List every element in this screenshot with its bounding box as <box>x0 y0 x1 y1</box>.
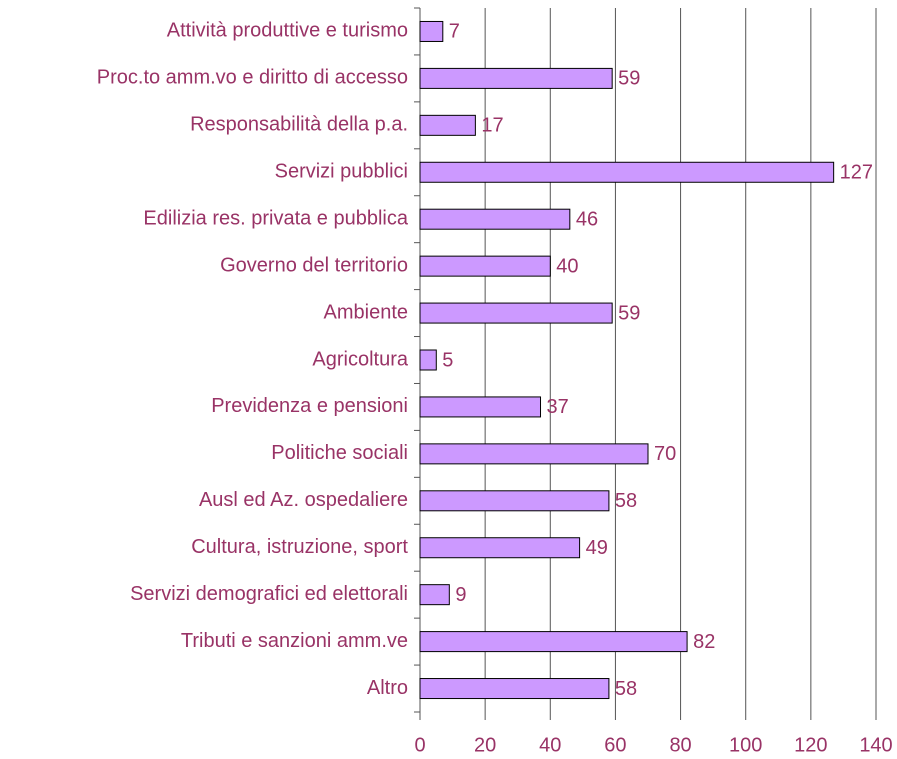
x-tick-label: 60 <box>604 734 626 756</box>
value-label: 58 <box>615 678 637 700</box>
y-tick-label: Attività produttive e turismo <box>167 20 408 42</box>
y-tick-label: Cultura, istruzione, sport <box>191 536 408 558</box>
value-label: 7 <box>449 21 460 43</box>
value-label: 37 <box>547 396 569 418</box>
bar <box>419 584 450 606</box>
x-tick-label: 0 <box>414 734 425 756</box>
y-tick-label: Governo del territorio <box>220 254 408 276</box>
value-label: 59 <box>618 68 640 90</box>
bar <box>419 443 649 465</box>
y-tick-label: Ambiente <box>324 301 409 323</box>
value-label: 9 <box>455 584 466 606</box>
y-tick-label: Ausl ed Az. ospedaliere <box>199 489 408 511</box>
value-label: 46 <box>576 208 598 230</box>
y-tick-label: Altro <box>367 677 408 699</box>
bar <box>419 114 476 136</box>
y-tick-label: Politiche sociali <box>271 442 408 464</box>
bar <box>419 537 581 559</box>
bar <box>419 302 613 324</box>
bar <box>419 20 444 42</box>
y-tick-label: Proc.to amm.vo e diritto di accesso <box>97 67 408 89</box>
bar <box>419 349 437 371</box>
y-tick-label: Tributi e sanzioni amm.ve <box>181 630 408 652</box>
value-label: 17 <box>481 115 503 137</box>
y-tick-label: Servizi pubblici <box>275 161 408 183</box>
bar <box>419 631 688 653</box>
x-tick-label: 80 <box>669 734 691 756</box>
y-tick-label: Edilizia res. privata e pubblica <box>143 207 408 229</box>
x-tick-label: 40 <box>539 734 561 756</box>
value-label: 40 <box>556 255 578 277</box>
y-tick-label: Servizi demografici ed elettorali <box>130 583 408 605</box>
bar <box>419 490 610 512</box>
x-tick-label: 140 <box>859 734 892 756</box>
value-label: 58 <box>615 490 637 512</box>
value-label: 49 <box>586 537 608 559</box>
x-tick-label: 20 <box>474 734 496 756</box>
y-tick-label: Previdenza e pensioni <box>211 395 408 417</box>
x-tick-label: 100 <box>729 734 762 756</box>
bar <box>419 161 835 183</box>
value-label: 82 <box>693 631 715 653</box>
bar <box>419 67 613 89</box>
bar <box>419 678 610 700</box>
x-tick-label: 120 <box>794 734 827 756</box>
bar <box>419 396 542 418</box>
y-tick-label: Agricoltura <box>312 348 408 370</box>
value-label: 127 <box>840 162 873 184</box>
value-label: 70 <box>654 443 676 465</box>
value-label: 59 <box>618 302 640 324</box>
bar <box>419 208 571 230</box>
bar <box>419 255 551 277</box>
y-tick-label: Responsabilità della p.a. <box>190 114 408 136</box>
value-label: 5 <box>442 349 453 371</box>
